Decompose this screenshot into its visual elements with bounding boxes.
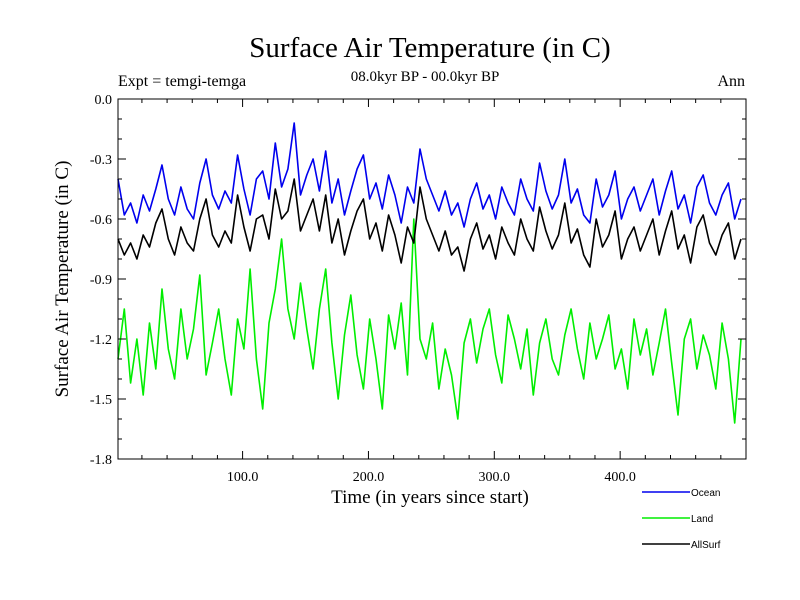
series-line-allsurf <box>117 178 742 272</box>
tick-layer: 100.0 200.0 300.0 400.0 0.0 -0.3 -0.6 -0.9 -1.2 -… <box>90 93 746 485</box>
y-tick-label: -0.6 <box>90 213 112 228</box>
season-label: Ann <box>717 73 745 90</box>
x-tick-label: 200.0 <box>353 470 385 485</box>
y-tick-label: -1.2 <box>90 333 112 348</box>
legend-label-land: Land <box>691 514 713 525</box>
x-axis-label: Time (in years since start) <box>331 487 529 508</box>
y-axis-label: Surface Air Temperature (in C) <box>52 161 73 398</box>
plot-frame <box>117 98 747 460</box>
experiment-label: Expt = temgi-temga <box>118 73 246 90</box>
series-line-land <box>117 218 742 424</box>
y-tick-label: -0.3 <box>90 153 112 168</box>
x-tick-label: 300.0 <box>479 470 511 485</box>
x-tick-label: 400.0 <box>604 470 636 485</box>
legend: Ocean Land AllSurf <box>642 488 721 551</box>
y-tick-label: 0.0 <box>95 93 113 108</box>
legend-label-allsurf: AllSurf <box>691 540 721 551</box>
x-tick-label: 100.0 <box>227 470 259 485</box>
y-tick-label: -1.5 <box>90 393 112 408</box>
y-tick-label: -1.8 <box>90 453 112 468</box>
series-layer <box>117 122 742 424</box>
chart-subtitle: 08.0kyr BP - 00.0kyr BP <box>351 69 500 85</box>
chart-title: Surface Air Temperature (in C) <box>249 32 610 64</box>
legend-label-ocean: Ocean <box>691 488 720 499</box>
y-tick-label: -0.9 <box>90 273 112 288</box>
series-line-ocean <box>117 122 742 228</box>
